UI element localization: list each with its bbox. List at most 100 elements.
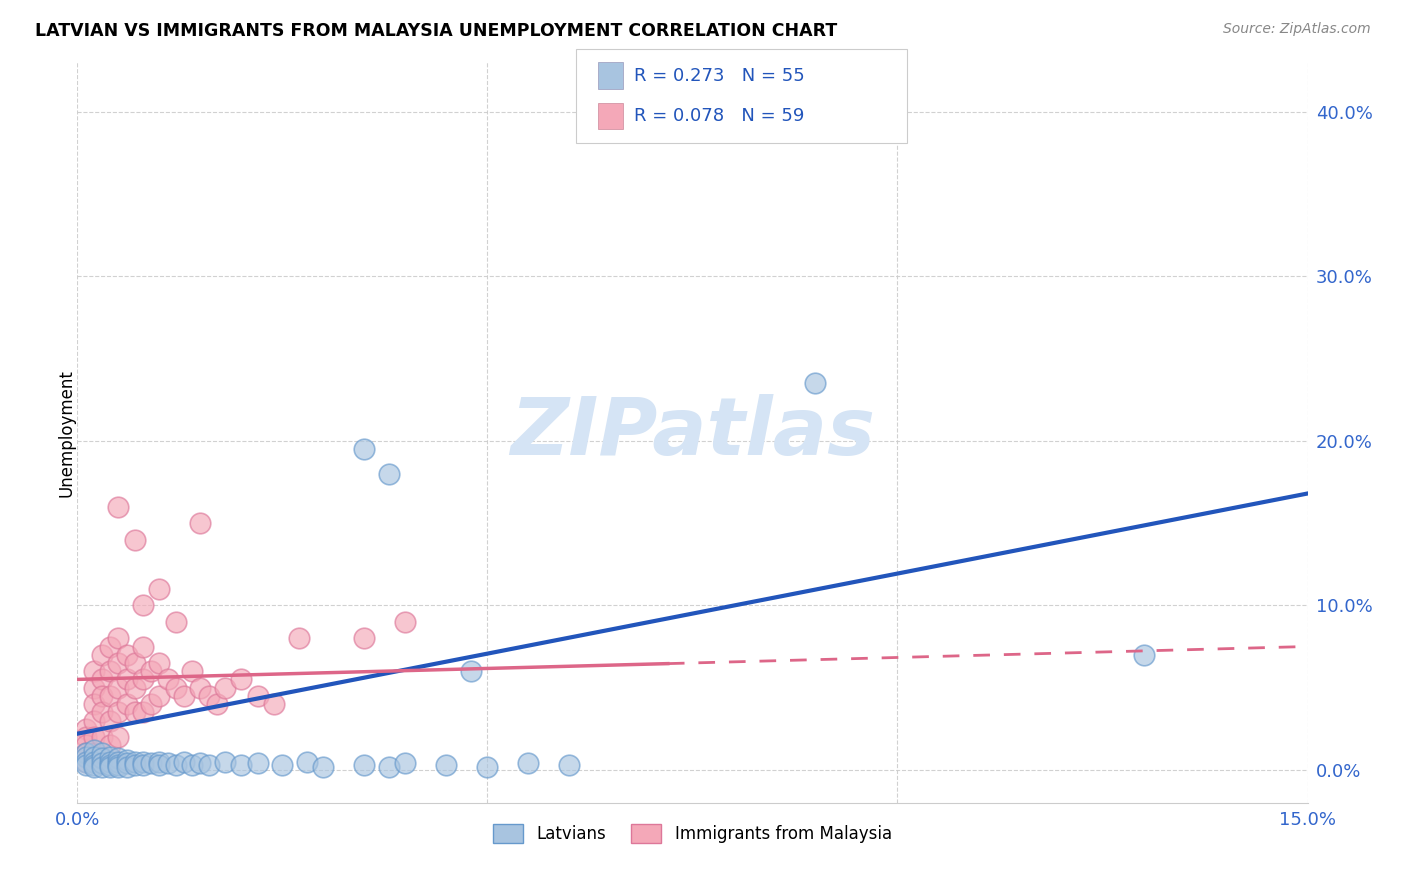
Point	[98, 640, 121, 654]
Point	[148, 758, 170, 772]
Point	[394, 756, 416, 771]
Point	[124, 755, 146, 769]
Point	[378, 759, 401, 773]
Point	[394, 615, 416, 629]
Point	[173, 689, 195, 703]
Point	[165, 681, 187, 695]
Point	[107, 632, 129, 646]
Point	[98, 759, 121, 773]
Point	[246, 756, 269, 771]
Point	[124, 681, 146, 695]
Point	[132, 706, 155, 720]
Point	[124, 706, 146, 720]
Point	[353, 632, 375, 646]
Point	[132, 640, 155, 654]
Point	[132, 599, 155, 613]
Point	[148, 656, 170, 670]
Point	[124, 656, 146, 670]
Point	[558, 758, 581, 772]
Point	[132, 758, 155, 772]
Point	[312, 759, 335, 773]
Point	[90, 751, 114, 765]
Point	[90, 689, 114, 703]
Point	[75, 738, 97, 752]
Point	[90, 673, 114, 687]
Point	[804, 376, 827, 391]
Point	[90, 706, 114, 720]
Point	[83, 697, 105, 711]
Point	[148, 755, 170, 769]
Point	[353, 758, 375, 772]
Point	[148, 582, 170, 596]
Point	[246, 689, 269, 703]
Point	[115, 673, 138, 687]
Point	[75, 758, 97, 772]
Point	[115, 697, 138, 711]
Point	[83, 747, 105, 761]
Point	[188, 756, 212, 771]
Point	[156, 756, 179, 771]
Point	[132, 673, 155, 687]
Text: LATVIAN VS IMMIGRANTS FROM MALAYSIA UNEMPLOYMENT CORRELATION CHART: LATVIAN VS IMMIGRANTS FROM MALAYSIA UNEM…	[35, 22, 838, 40]
Point	[83, 681, 105, 695]
Point	[98, 714, 121, 728]
Point	[477, 759, 499, 773]
Point	[181, 664, 204, 678]
Point	[98, 758, 121, 772]
Point	[107, 759, 129, 773]
Point	[115, 648, 138, 662]
Point	[107, 656, 129, 670]
Point	[83, 758, 105, 772]
Point	[295, 755, 318, 769]
Point	[231, 758, 253, 772]
Point	[148, 689, 170, 703]
Point	[353, 442, 375, 456]
Point	[288, 632, 311, 646]
Point	[1132, 648, 1154, 662]
Point	[98, 738, 121, 752]
Point	[107, 758, 129, 772]
Point	[90, 756, 114, 771]
Point	[197, 689, 219, 703]
Point	[90, 730, 114, 744]
Point	[90, 648, 114, 662]
Point	[107, 751, 129, 765]
Point	[263, 697, 285, 711]
Text: Source: ZipAtlas.com: Source: ZipAtlas.com	[1223, 22, 1371, 37]
Point	[90, 747, 114, 761]
Point	[83, 664, 105, 678]
Point	[75, 749, 97, 764]
Point	[107, 755, 129, 769]
Point	[75, 722, 97, 736]
Text: R = 0.078   N = 59: R = 0.078 N = 59	[634, 107, 804, 125]
Point	[165, 615, 187, 629]
Point	[115, 759, 138, 773]
Point	[107, 730, 129, 744]
Point	[75, 755, 97, 769]
Point	[124, 533, 146, 547]
Point	[436, 758, 458, 772]
Y-axis label: Unemployment: Unemployment	[58, 368, 75, 497]
Legend: Latvians, Immigrants from Malaysia: Latvians, Immigrants from Malaysia	[486, 817, 898, 850]
Point	[98, 755, 121, 769]
Point	[141, 756, 163, 771]
Point	[98, 749, 121, 764]
Point	[132, 755, 155, 769]
Point	[75, 730, 97, 744]
Point	[107, 706, 129, 720]
Point	[75, 747, 97, 761]
Point	[460, 664, 482, 678]
Point	[124, 758, 146, 772]
Point	[107, 681, 129, 695]
Point	[271, 758, 294, 772]
Point	[98, 689, 121, 703]
Point	[83, 759, 105, 773]
Point	[173, 755, 195, 769]
Point	[197, 758, 219, 772]
Point	[83, 714, 105, 728]
Point	[107, 500, 129, 514]
Point	[83, 755, 105, 769]
Point	[214, 755, 236, 769]
Point	[115, 753, 138, 767]
Point	[115, 756, 138, 771]
